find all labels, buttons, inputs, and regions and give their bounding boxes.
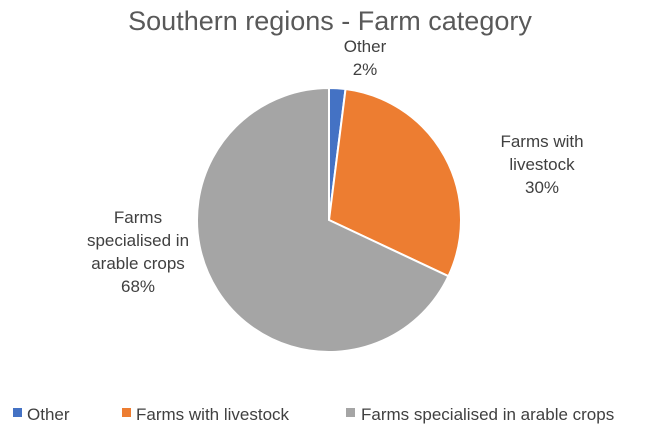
legend-label: Other [27, 405, 70, 424]
data-label-text: Farms [114, 208, 162, 227]
pie-slices [196, 86, 462, 353]
data-label-farms-specialised-in-arable-crops: Farms specialised in arable crops 68% [87, 208, 189, 296]
data-label-text: livestock [509, 155, 575, 174]
legend: Other Farms with livestock Farms specialis… [13, 405, 614, 424]
data-labels: Other 2% Farms with livestock 30% Farms specia… [87, 37, 584, 296]
pie-slice-farms-with-livestock [327, 87, 462, 278]
data-label-text: Other [344, 37, 387, 56]
legend-item-farms-with-livestock: Farms with livestock [122, 405, 290, 424]
data-label-other: Other 2% [344, 37, 387, 79]
data-label-text: specialised in [87, 231, 189, 250]
legend-item-farms-specialised-in-arable-crops: Farms specialised in arable crops [346, 405, 614, 424]
pie-slice-farms-specialised-in-arable-crops [196, 86, 450, 353]
legend-item-other: Other [13, 405, 70, 424]
data-label-value: 68% [121, 277, 155, 296]
legend-swatch [13, 408, 22, 417]
data-label-text: arable crops [91, 254, 185, 273]
data-label-value: 2% [353, 60, 378, 79]
chart-title: Southern regions - Farm category [128, 6, 532, 36]
legend-swatch [122, 408, 131, 417]
data-label-text: Farms with [500, 132, 583, 151]
legend-swatch [346, 408, 355, 417]
legend-label: Farms with livestock [136, 405, 290, 424]
data-label-farms-with-livestock: Farms with livestock 30% [500, 132, 583, 197]
data-label-value: 30% [525, 178, 559, 197]
legend-label: Farms specialised in arable crops [361, 405, 614, 424]
